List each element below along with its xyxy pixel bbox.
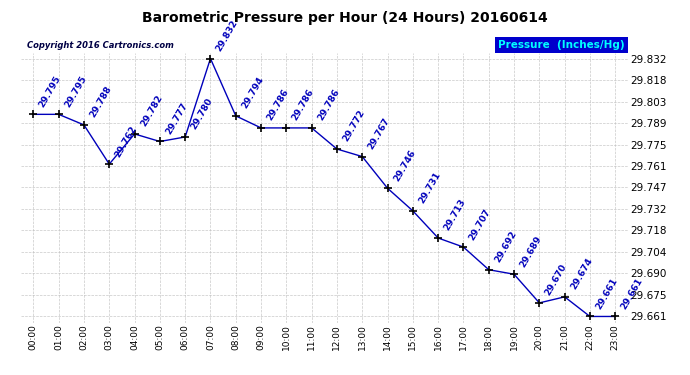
Text: 29.707: 29.707 xyxy=(468,207,493,242)
Text: 29.689: 29.689 xyxy=(518,234,544,268)
Text: 29.772: 29.772 xyxy=(341,109,366,144)
Text: 29.767: 29.767 xyxy=(366,116,392,151)
Text: 29.794: 29.794 xyxy=(240,75,265,110)
Text: 29.692: 29.692 xyxy=(493,230,518,264)
Text: 29.762: 29.762 xyxy=(113,124,139,159)
Text: 29.661: 29.661 xyxy=(620,276,644,311)
Text: 29.832: 29.832 xyxy=(215,18,240,53)
Text: Copyright 2016 Cartronics.com: Copyright 2016 Cartronics.com xyxy=(27,41,174,50)
Text: Barometric Pressure per Hour (24 Hours) 20160614: Barometric Pressure per Hour (24 Hours) … xyxy=(142,11,548,25)
Text: 29.788: 29.788 xyxy=(88,85,113,119)
Text: 29.661: 29.661 xyxy=(594,276,620,311)
Text: 29.731: 29.731 xyxy=(417,171,442,206)
Text: 29.777: 29.777 xyxy=(164,101,189,136)
Text: Pressure  (Inches/Hg): Pressure (Inches/Hg) xyxy=(498,40,625,50)
Text: 29.780: 29.780 xyxy=(189,97,215,131)
Text: 29.670: 29.670 xyxy=(544,263,569,297)
Text: 29.795: 29.795 xyxy=(63,74,88,109)
Text: 29.713: 29.713 xyxy=(442,198,468,232)
Text: 29.674: 29.674 xyxy=(569,256,594,291)
Text: 29.782: 29.782 xyxy=(139,94,164,128)
Text: 29.795: 29.795 xyxy=(37,74,63,109)
Text: 29.786: 29.786 xyxy=(265,88,290,122)
Text: 29.786: 29.786 xyxy=(290,88,316,122)
Text: 29.746: 29.746 xyxy=(392,148,417,183)
Text: 29.786: 29.786 xyxy=(316,88,341,122)
